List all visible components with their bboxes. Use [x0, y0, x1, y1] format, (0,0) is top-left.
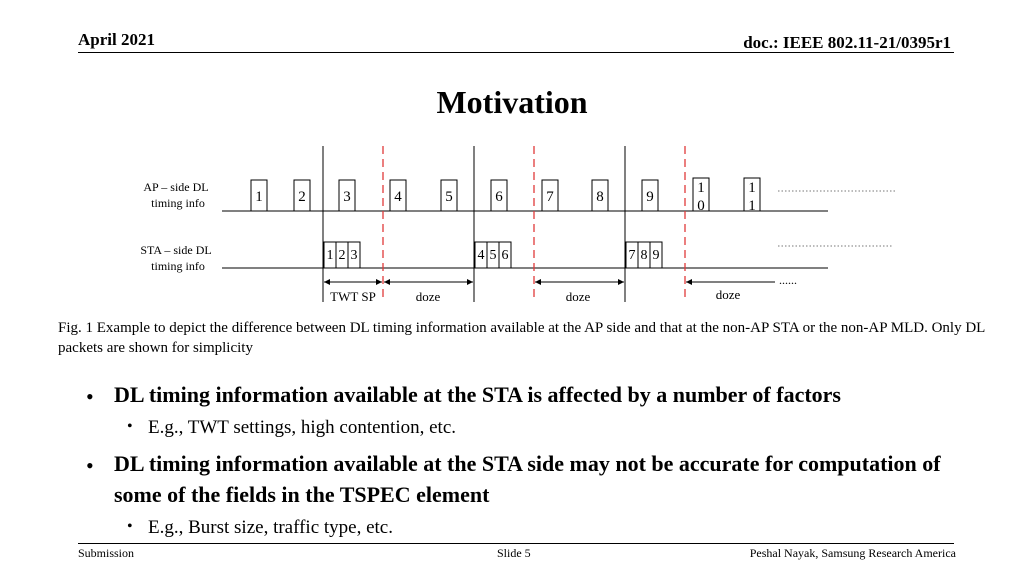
svg-text:1: 1 [697, 180, 705, 196]
bullet-glyph-2: • [86, 453, 94, 478]
svg-text:7: 7 [629, 248, 636, 263]
svg-text:6: 6 [495, 189, 503, 205]
footer-slide-number: Slide 5 [497, 546, 531, 560]
svg-text:8: 8 [641, 248, 648, 263]
svg-text:1: 1 [327, 248, 334, 263]
svg-text:3: 3 [351, 248, 358, 263]
ap-packet-10: 1 0 [692, 177, 710, 214]
bullet-2: DL timing information available at the S… [114, 451, 941, 507]
sta-packet-9: 9 [649, 241, 663, 269]
doze-label-2: doze [566, 289, 591, 304]
ap-packet-8: 8 [591, 179, 609, 212]
ap-packet-3: 3 [338, 179, 356, 212]
twt-sp-label: TWT SP [330, 289, 376, 304]
svg-text:5: 5 [490, 248, 497, 263]
svg-text:9: 9 [646, 189, 654, 205]
sta-packet-5: 5 [486, 241, 500, 269]
sub-bullet-glyph-1: • [127, 418, 133, 435]
svg-text:1: 1 [255, 189, 263, 205]
ap-side-label-line1: AP – side DL [143, 180, 208, 194]
svg-text:8: 8 [596, 189, 604, 205]
slide-title: Motivation [436, 84, 588, 120]
header-doc-id: doc.: IEEE 802.11-21/0395r1 [743, 33, 951, 52]
ap-side-label-line2: timing info [151, 196, 205, 210]
svg-text:9: 9 [653, 248, 660, 263]
svg-text:3: 3 [343, 189, 351, 205]
svg-text:4: 4 [478, 248, 485, 263]
svg-text:0: 0 [697, 198, 705, 214]
sta-packet-4: 4 [474, 241, 488, 269]
ap-packet-2: 2 [293, 179, 311, 212]
ap-packet-7: 7 [541, 179, 559, 212]
footer-divider [78, 543, 954, 544]
sta-packet-2: 2 [335, 241, 349, 269]
header-divider [78, 52, 954, 53]
sta-packet-7: 7 [625, 241, 639, 269]
bullet-glyph-1: • [86, 384, 94, 409]
ap-packet-1: 1 [250, 179, 268, 212]
doze-label-1: doze [416, 289, 441, 304]
ap-packet-9: 9 [641, 179, 659, 212]
svg-text:5: 5 [445, 189, 453, 205]
ap-packet-6: 6 [490, 179, 508, 212]
ap-packet-11: 1 1 [743, 177, 761, 214]
svg-text:4: 4 [394, 189, 402, 205]
sta-side-label-line1: STA – side DL [140, 243, 211, 257]
sta-packet-3: 3 [347, 241, 361, 269]
sta-packet-8: 8 [637, 241, 651, 269]
sta-packet-6: 6 [498, 241, 512, 269]
svg-text:2: 2 [298, 189, 306, 205]
svg-text:7: 7 [546, 189, 554, 205]
sub-bullet-2: E.g., Burst size, traffic type, etc. [148, 517, 393, 538]
sta-packet-1: 1 [323, 241, 337, 269]
bullet-1: DL timing information available at the S… [114, 382, 841, 407]
timing-diagram: AP – side DL timing info STA – side DL t… [140, 146, 895, 304]
doze-label-3: doze [716, 287, 741, 302]
ap-packet-4: 4 [389, 179, 407, 212]
footer-author: Peshal Nayak, Samsung Research America [749, 546, 956, 560]
svg-text:1: 1 [748, 198, 756, 214]
svg-text:2: 2 [339, 248, 346, 263]
doze-ellipsis: ...... [779, 273, 797, 287]
svg-text:6: 6 [502, 248, 509, 263]
sub-bullet-1: E.g., TWT settings, high contention, etc… [148, 417, 456, 438]
figure-caption: Fig. 1 Example to depict the difference … [58, 320, 985, 356]
sta-side-label-line2: timing info [151, 259, 205, 273]
sub-bullet-glyph-2: • [127, 518, 133, 535]
footer-submission: Submission [78, 546, 135, 560]
header-date: April 2021 [78, 30, 155, 49]
svg-text:1: 1 [748, 180, 756, 196]
ap-packet-5: 5 [440, 179, 458, 212]
